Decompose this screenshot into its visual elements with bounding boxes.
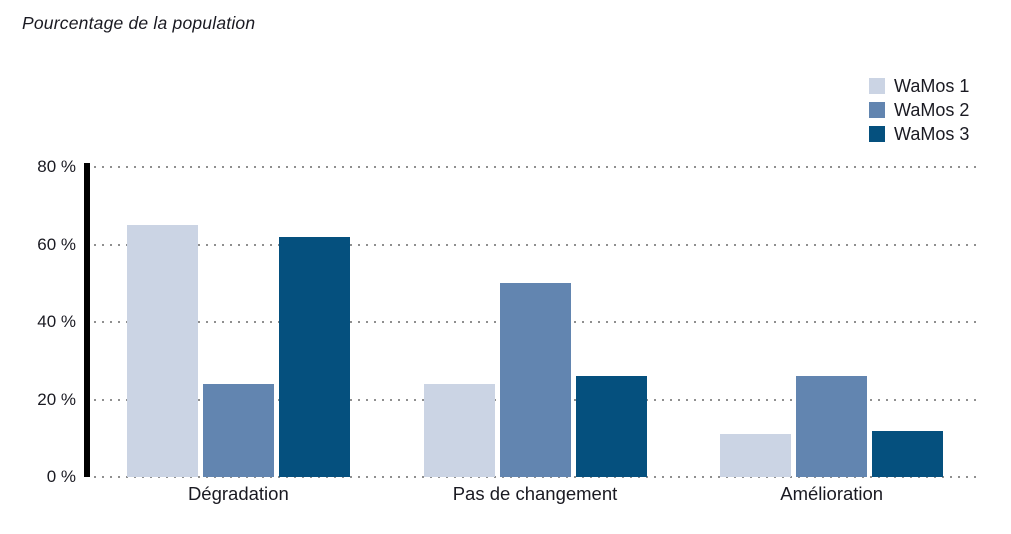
x-axis-category-labels: Dégradation Pas de changement Amélioration (90, 483, 980, 505)
gridline-0 (94, 476, 980, 478)
y-axis-tick-label: 20 % (37, 389, 76, 409)
legend-item-wamos1: WaMos 1 (869, 76, 970, 96)
x-axis-category-label: Pas de changement (452, 483, 618, 504)
y-axis-tick-labels: 80 % 60 % 40 % 20 % 0 % (0, 157, 76, 486)
bar-group-3 (683, 167, 980, 477)
legend-swatch-wamos3 (869, 126, 885, 142)
bar-group-1 (90, 167, 387, 477)
chart-title: Pourcentage de la population (22, 13, 256, 33)
legend-swatch-wamos1 (869, 78, 885, 94)
y-axis-tick-label: 0 % (46, 467, 76, 486)
legend-label-wamos1: WaMos 1 (894, 76, 970, 96)
y-axis-tick-label: 80 % (37, 157, 76, 176)
bar-series3-category2 (575, 376, 647, 477)
x-axis-category-label: Dégradation (187, 483, 289, 504)
bar-series1-category1 (126, 225, 198, 477)
bar-groups (90, 167, 980, 477)
bar-series1-category3 (720, 434, 792, 477)
y-axis-tick-label: 60 % (37, 234, 76, 254)
plot-area (90, 166, 980, 478)
bar-series2-category2 (499, 283, 571, 477)
legend-item-wamos3: WaMos 3 (869, 124, 970, 144)
bar-series2-category3 (796, 376, 868, 477)
legend-label-wamos3: WaMos 3 (894, 124, 970, 144)
legend-label-wamos2: WaMos 2 (894, 100, 970, 120)
legend-item-wamos2: WaMos 2 (869, 100, 970, 120)
x-axis-category-label: Amélioration (780, 483, 884, 504)
bar-series3-category1 (278, 236, 350, 477)
gridline-60 (94, 243, 980, 246)
legend-swatch-wamos2 (869, 102, 885, 118)
bar-series2-category1 (202, 384, 274, 477)
bar-series1-category2 (423, 384, 495, 477)
gridline-80 (94, 166, 980, 168)
legend: WaMos 1 WaMos 2 WaMos 3 (869, 76, 970, 144)
y-axis-line (84, 163, 90, 477)
bar-group-2 (387, 167, 684, 477)
bar-series3-category3 (872, 430, 944, 477)
y-axis-tick-label: 40 % (37, 312, 76, 331)
